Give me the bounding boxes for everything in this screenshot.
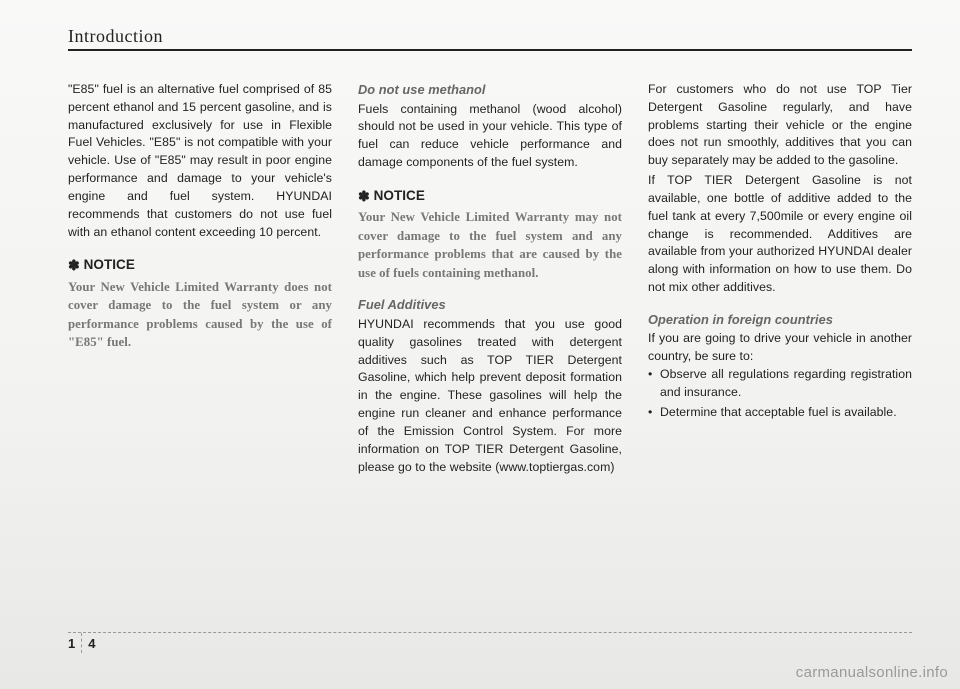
body-text: HYUNDAI recommends that you use good qua…: [358, 316, 622, 476]
list-item: Observe all regulations regarding regist…: [648, 366, 912, 402]
notice-body: Your New Vehicle Limited Warranty does n…: [68, 278, 332, 352]
body-text: "E85" fuel is an alternative fuel com­pr…: [68, 81, 332, 241]
subheading: Operation in foreign countries: [648, 311, 912, 330]
subheading: Fuel Additives: [358, 296, 622, 315]
bullet-list: Observe all regulations regarding regist…: [648, 366, 912, 421]
section-number: 1: [68, 636, 75, 651]
section-title: Introduction: [68, 26, 912, 47]
body-text: If you are going to drive your vehicle i…: [648, 330, 912, 366]
watermark-text: carmanualsonline.info: [796, 664, 948, 681]
notice-star-icon: ✽: [358, 188, 370, 204]
page-number-value: 4: [88, 636, 95, 651]
manual-page: Introduction "E85" fuel is an alternativ…: [0, 0, 960, 689]
page-num-divider: [81, 633, 82, 653]
notice-star-icon: ✽: [68, 257, 80, 273]
notice-heading: ✽ NOTICE: [68, 255, 332, 275]
page-number: 1 4: [68, 633, 95, 653]
body-text: If TOP TIER Detergent Gasoline is not av…: [648, 172, 912, 297]
list-item: Determine that acceptable fuel is availa…: [648, 404, 912, 422]
column-2: Do not use methanol Fuels containing met…: [358, 81, 622, 476]
notice-body: Your New Vehicle Limited Warranty may no…: [358, 208, 622, 282]
notice-label-text: NOTICE: [374, 188, 425, 203]
column-1: "E85" fuel is an alternative fuel com­pr…: [68, 81, 332, 476]
body-text: For customers who do not use TOP Tier De…: [648, 81, 912, 170]
column-3: For customers who do not use TOP Tier De…: [648, 81, 912, 476]
page-header: Introduction: [68, 26, 912, 51]
body-text: Fuels containing methanol (wood alcohol)…: [358, 101, 622, 172]
content-columns: "E85" fuel is an alternative fuel com­pr…: [68, 81, 912, 476]
subheading: Do not use methanol: [358, 81, 622, 100]
notice-label-text: NOTICE: [84, 257, 135, 272]
notice-heading: ✽ NOTICE: [358, 186, 622, 206]
page-footer-rule: [68, 632, 912, 633]
